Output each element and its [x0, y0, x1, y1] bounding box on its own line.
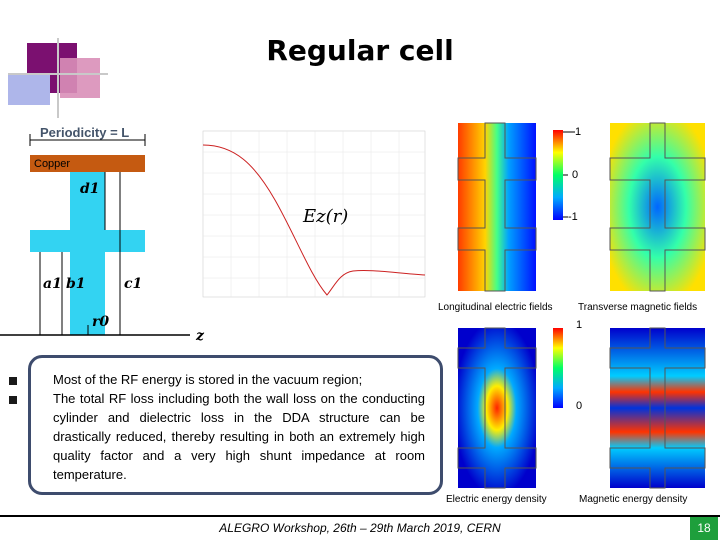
- electric-energy-map: [458, 328, 536, 488]
- ez-curve: [202, 144, 426, 296]
- bullet-marker-1: [9, 377, 17, 385]
- z-axis-label: z: [195, 328, 205, 344]
- c-dimension-label: c1: [124, 276, 142, 292]
- b-dimension-label: b1: [66, 276, 86, 292]
- d-dimension-label: d1: [80, 181, 100, 197]
- dielectric-cross-horizontal: [30, 230, 145, 252]
- magnetic-energy-map: [610, 328, 705, 488]
- a-dimension-label: a1: [43, 276, 62, 292]
- top-colorbar: [553, 130, 563, 220]
- bullet-2: The total RF loss including both the wal…: [53, 391, 425, 482]
- decor-line-vertical: [57, 38, 59, 118]
- top-colorbar-tick-0: 0: [572, 169, 579, 181]
- top-colorbar-tick-neg1: -1: [568, 211, 578, 223]
- decor-square-pink: [60, 58, 100, 98]
- bullet-box: Most of the RF energy is stored in the v…: [9, 355, 443, 495]
- transverse-field-label: Transverse magnetic fields: [578, 302, 698, 313]
- plot-area: [202, 130, 426, 298]
- field-maps: [457, 122, 706, 489]
- footer-divider: [0, 515, 720, 517]
- plot-grid: [203, 131, 425, 297]
- copper-layer: [30, 155, 145, 172]
- cell-geometry-figure: Periodicity = L Copper d1 a1 b1 c1 r0 z: [0, 125, 205, 344]
- page-number: 18: [690, 517, 718, 540]
- longitudinal-field-label: Longitudinal electric fields: [438, 302, 553, 313]
- decor-square-lavender: [8, 73, 50, 105]
- longitudinal-field-map: [458, 123, 536, 291]
- top-colorbar-tick-1: 1: [575, 126, 582, 138]
- electric-energy-label: Electric energy density: [446, 494, 547, 505]
- transverse-field-map: [610, 123, 705, 291]
- copper-label: Copper: [34, 158, 70, 170]
- ez-curve-label: Ez(r): [302, 206, 348, 227]
- ez-field-plot: Ez(r): [202, 130, 426, 298]
- bullet-1: Most of the RF energy is stored in the v…: [53, 372, 363, 387]
- bottom-colorbar-tick-1: 1: [576, 319, 583, 331]
- cell-outline: [457, 122, 706, 489]
- page-title: Regular cell: [266, 34, 454, 67]
- footer-text: ALEGRO Workshop, 26th – 29th March 2019,…: [219, 521, 501, 535]
- bottom-colorbar: [553, 328, 563, 408]
- dielectric-cross-vertical: [70, 172, 105, 335]
- bullet-marker-2: [9, 396, 17, 404]
- r-dimension-label: r0: [92, 314, 109, 330]
- bottom-colorbar-tick-0: 0: [576, 400, 583, 412]
- decor-line-horizontal: [8, 73, 108, 75]
- periodicity-label: Periodicity = L: [40, 125, 129, 140]
- magnetic-energy-label: Magnetic energy density: [579, 494, 688, 505]
